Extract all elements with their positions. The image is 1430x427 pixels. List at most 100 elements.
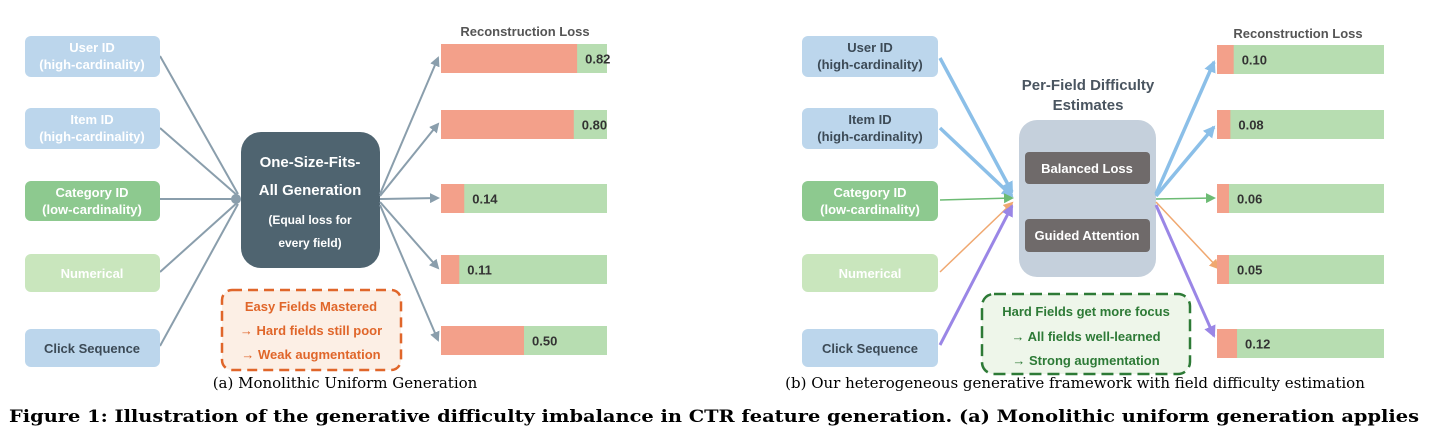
arrow-difficulty-to-loss-2 [1154, 125, 1216, 198]
input-sublabel: (low-cardinality) [820, 202, 920, 217]
panel-a-input-click: Click Sequence [25, 329, 160, 367]
loss-value-label: 0.12 [1245, 337, 1270, 352]
loss-header: Reconstruction Loss [1233, 26, 1362, 41]
panel-a-note: Easy Fields Mastered → Hard fields still… [220, 288, 403, 372]
loss-value-label: 0.10 [1242, 53, 1267, 68]
loss-value-label: 0.82 [585, 52, 610, 67]
arrow-center-to-loss-1 [379, 56, 440, 195]
input-sublabel: (high-cardinality) [817, 57, 922, 72]
loss-bar-fill [1217, 329, 1238, 358]
balanced-loss-module [1025, 152, 1150, 184]
center-subtitle: (Equal loss for [268, 213, 352, 227]
note-line: → Weak augmentation [241, 347, 380, 362]
loss-bar-fill [441, 326, 524, 355]
loss-value-label: 0.06 [1237, 192, 1262, 207]
arrow-category-to-difficulty [939, 193, 1014, 204]
difficulty-estimator-box: Balanced Loss Guided Attention [1019, 120, 1156, 277]
arrow-center-to-loss-2 [379, 122, 440, 197]
panel-b-input-item: Item ID (high-cardinality) [802, 108, 938, 149]
loss-bar-track [1217, 184, 1384, 213]
arrow-click-to-center [159, 203, 239, 347]
center-subtitle: every field) [278, 236, 341, 250]
arrow-difficulty-to-loss-1 [1154, 60, 1216, 195]
panel-a-input-arrows [159, 55, 239, 347]
loss-bar-fill [441, 44, 578, 73]
panel-b-output-arrows [1154, 60, 1220, 338]
arrow-click-to-difficulty [938, 204, 1014, 346]
panel-b-input-arrows [938, 57, 1014, 346]
input-label: Category ID [56, 185, 129, 200]
loss-bar-fill [441, 110, 574, 139]
input-label: Category ID [834, 185, 907, 200]
loss-value-label: 0.50 [532, 334, 557, 349]
guided-attention-module [1025, 219, 1150, 252]
loss-value-label: 0.05 [1237, 263, 1262, 278]
loss-bar-track [1217, 110, 1384, 139]
note-line: Easy Fields Mastered [245, 299, 377, 314]
panel-b-caption: (b) Our heterogeneous generative framewo… [785, 374, 1365, 392]
panel-a-input-category: Category ID (low-cardinality) [25, 181, 160, 221]
arrow-item-to-center [159, 127, 239, 197]
loss-bar-fill [1217, 110, 1231, 139]
panel-a-caption: (a) Monolithic Uniform Generation [213, 374, 478, 392]
arrow-user-to-center [159, 55, 239, 195]
panel-b-input-numerical: Numerical [802, 254, 938, 292]
panel-a-input-numerical: Numerical [25, 254, 160, 292]
panel-a-output-arrows [379, 56, 440, 342]
loss-bar-track [1217, 45, 1384, 74]
loss-bar-track [441, 255, 607, 284]
loss-value-label: 0.11 [467, 263, 492, 278]
input-label: Click Sequence [44, 341, 140, 356]
note-line: → Strong augmentation [1012, 353, 1159, 368]
input-sublabel: (high-cardinality) [39, 57, 144, 72]
panel-b-input-click: Click Sequence [802, 329, 938, 367]
input-sublabel: (high-cardinality) [39, 129, 144, 144]
arrow-center-to-loss-5 [379, 204, 440, 342]
loss-bar-fill [1217, 255, 1229, 284]
panel-b: User ID (high-cardinality) Item ID (high… [785, 26, 1384, 392]
loss-bar-fill [1217, 184, 1229, 213]
panel-a-loss-bars: 0.82 0.80 0.14 0.11 0.50 [441, 44, 610, 355]
difficulty-title: Per-Field Difficulty [1022, 77, 1155, 94]
panel-a-input-item: Item ID (high-cardinality) [25, 108, 160, 149]
input-label: Item ID [848, 112, 891, 127]
module-label: Guided Attention [1035, 228, 1140, 243]
note-line: → All fields well-learned [1011, 329, 1160, 344]
panel-a: User ID (high-cardinality) Item ID (high… [25, 24, 610, 392]
arrow-center-to-loss-4 [379, 201, 440, 270]
one-size-fits-all-box: One-Size-Fits- All Generation (Equal los… [241, 132, 380, 268]
arrow-difficulty-to-loss-3 [1155, 193, 1216, 204]
figure-caption: Figure 1: Illustration of the generative… [9, 407, 1419, 427]
center-title: One-Size-Fits- [260, 154, 361, 171]
input-label: Numerical [61, 266, 124, 281]
input-sublabel: (high-cardinality) [817, 129, 922, 144]
arrow-numerical-to-difficulty [939, 201, 1014, 273]
loss-bar-fill [441, 255, 460, 284]
loss-bar-fill [441, 184, 465, 213]
panel-b-note: Hard Fields get more focus → All fields … [980, 292, 1192, 376]
arrow-numerical-to-center [159, 201, 239, 273]
input-label: Item ID [70, 112, 113, 127]
input-label: User ID [69, 40, 115, 55]
loss-bar-track [1217, 255, 1384, 284]
loss-bar-fill [1217, 45, 1234, 74]
loss-value-label: 0.08 [1238, 118, 1263, 133]
panel-b-input-user: User ID (high-cardinality) [802, 36, 938, 77]
note-line: → Hard fields still poor [240, 323, 382, 338]
note-line: Hard Fields get more focus [1002, 304, 1170, 319]
input-sublabel: (low-cardinality) [42, 202, 142, 217]
loss-bar-track [441, 184, 607, 213]
arrow-user-to-difficulty [938, 57, 1014, 194]
arrow-center-to-loss-3 [379, 193, 440, 204]
loss-bar-track [1217, 329, 1384, 358]
input-label: Click Sequence [822, 341, 918, 356]
module-label: Balanced Loss [1041, 161, 1133, 176]
arrow-difficulty-to-loss-4 [1155, 201, 1220, 270]
panel-b-loss-bars: 0.10 0.08 0.06 0.05 0.12 [1217, 45, 1384, 358]
loss-header: Reconstruction Loss [460, 24, 589, 39]
junction-dot [231, 194, 241, 204]
center-title: All Generation [259, 182, 362, 199]
loss-value-label: 0.14 [472, 192, 498, 207]
input-label: Numerical [839, 266, 902, 281]
